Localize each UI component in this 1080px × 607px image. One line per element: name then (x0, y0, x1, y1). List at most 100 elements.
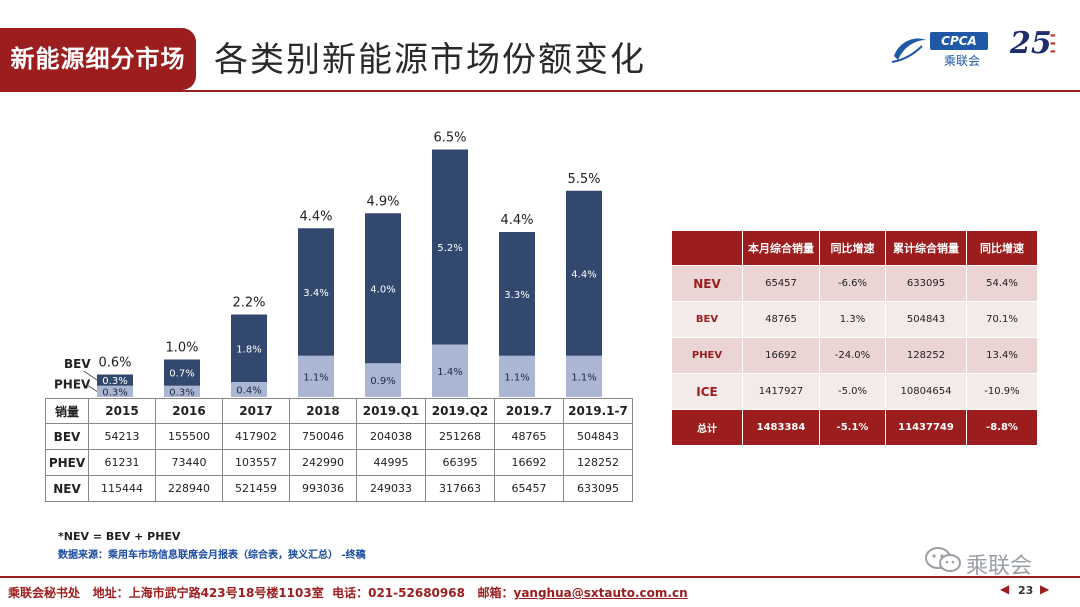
table-cell: 504843 (563, 423, 633, 450)
table-row: PHEV 61231 73440 103557 242990 44995 66395 1669… (45, 449, 633, 476)
table-cell: 103557 (222, 449, 290, 476)
summary-header-1: 本月综合销量 (742, 230, 820, 266)
summary-cell: 11437749 (885, 409, 967, 446)
bar-bev-5 (432, 149, 468, 345)
table-cell: 204038 (356, 423, 426, 450)
table-cell: 115444 (88, 475, 156, 502)
row-label: PHEV (45, 449, 89, 476)
table-cell: 128252 (563, 449, 633, 476)
table-cell: 16692 (494, 449, 564, 476)
table-corner-label: 销量 (45, 398, 89, 424)
anniversary-logo: 25 ▬ ▬ ▬ (1010, 26, 1076, 70)
summary-header-row: 本月综合销量 同比增速 累计综合销量 同比增速 (671, 230, 1038, 266)
footer-mail-link[interactable]: yanghua@sxtauto.com.cn (513, 586, 688, 600)
summary-row-label: NEV (671, 265, 743, 302)
summary-row: NEV 65457 -6.6% 633095 54.4% (671, 265, 1038, 302)
summary-cell: 128252 (885, 337, 967, 374)
label-bev-4: 4.0% (370, 284, 395, 295)
label-total-1: 1.0% (165, 341, 198, 356)
label-bev-3: 3.4% (303, 288, 328, 299)
summary-cell: 1417927 (742, 373, 820, 410)
watermark-text: 乘联会 (966, 554, 1033, 579)
cpca-swoosh-icon (891, 38, 926, 63)
summary-cell: -24.0% (819, 337, 886, 374)
label-bev-7: 4.4% (571, 269, 596, 280)
table-cell: 750046 (289, 423, 357, 450)
footer-tel: 021-52680968 (368, 586, 465, 600)
table-header-5: 2019.Q2 (425, 398, 495, 424)
label-phev-0: 0.3% (102, 387, 127, 398)
summary-header-3: 累计综合销量 (885, 230, 967, 266)
label-total-0: 0.6% (98, 356, 131, 371)
sales-data-table: 销量 2015 2016 2017 2018 2019.Q1 2019.Q2 2019.7 2… (45, 398, 633, 502)
summary-table: 本月综合销量 同比增速 累计综合销量 同比增速 NEV 65457 -6.6% 633095… (671, 230, 1038, 446)
table-cell: 155500 (155, 423, 223, 450)
stacked-bar-chart: 0.3%0.3%0.6%0.3%0.7%1.0%0.4%1.8%2.2%1.1%… (54, 131, 602, 398)
summary-cell: -6.6% (819, 265, 886, 302)
table-cell: 228940 (155, 475, 223, 502)
prev-page-icon[interactable]: ◀ (1000, 582, 1010, 596)
footer-addr-label: 地址： (92, 586, 129, 600)
summary-row: 总计 1483384 -5.1% 11437749 -8.8% (671, 409, 1038, 446)
next-page-icon[interactable]: ▶ (1040, 582, 1050, 596)
bar-phev-1 (164, 385, 200, 397)
summary-header-4: 同比增速 (966, 230, 1038, 266)
summary-cell: 504843 (885, 301, 967, 338)
summary-cell: 1.3% (819, 301, 886, 338)
label-total-5: 6.5% (433, 131, 466, 146)
bar-bev-3 (298, 228, 334, 356)
label-phev-2: 0.4% (236, 386, 261, 397)
table-header-4: 2019.Q1 (356, 398, 426, 424)
data-source: 数据来源：乘用车市场信息联席会月报表（综合表，狭义汇总） -终稿 (58, 550, 366, 561)
header-divider (0, 90, 1080, 92)
summary-row-label: 总计 (671, 409, 743, 446)
label-phev-1: 0.3% (169, 387, 194, 398)
summary-row: ICE 1417927 -5.0% 10804654 -10.9% (671, 373, 1038, 410)
table-row: BEV 54213 155500 417902 750046 204038 251268 48… (45, 423, 633, 450)
summary-cell: 16692 (742, 337, 820, 374)
label-bev-0: 0.3% (102, 376, 127, 387)
footer-tel-label: 电话： (332, 586, 369, 600)
label-bev-2: 1.8% (236, 344, 261, 355)
bar-bev-6 (499, 232, 535, 356)
table-cell: 521459 (222, 475, 290, 502)
table-header-0: 2015 (88, 398, 156, 424)
bar-phev-2 (231, 382, 267, 397)
footer-mail-label: 邮箱： (477, 586, 514, 600)
label-phev-6: 1.1% (504, 372, 529, 383)
summary-row: PHEV 16692 -24.0% 128252 13.4% (671, 337, 1038, 374)
legend-bev: BEV (64, 357, 91, 371)
summary-cell: 13.4% (966, 337, 1038, 374)
anniversary-mark: ▬ ▬ ▬ (1050, 32, 1056, 55)
label-total-2: 2.2% (232, 296, 265, 311)
label-bev-5: 5.2% (437, 243, 462, 254)
bar-phev-4 (365, 363, 401, 397)
table-header-2: 2017 (222, 398, 290, 424)
wechat-icon (925, 547, 961, 572)
bar-bev-4 (365, 213, 401, 364)
summary-header-2: 同比增速 (819, 230, 886, 266)
section-tag: 新能源细分市场 (0, 28, 196, 90)
footer-addr: 上海市武宁路423号18号楼1103室 (128, 586, 324, 600)
table-cell: 417902 (222, 423, 290, 450)
table-cell: 242990 (289, 449, 357, 476)
bar-phev-0 (97, 385, 133, 397)
table-cell: 48765 (494, 423, 564, 450)
cpca-logo-text: CPCA (930, 32, 988, 50)
summary-row-label: BEV (671, 301, 743, 338)
summary-cell: 70.1% (966, 301, 1038, 338)
summary-header-0 (671, 230, 743, 266)
legend-phev-leader (85, 383, 98, 392)
summary-row-label: ICE (671, 373, 743, 410)
bar-phev-6 (499, 355, 535, 397)
table-cell: 44995 (356, 449, 426, 476)
row-label: BEV (45, 423, 89, 450)
table-header-3: 2018 (289, 398, 357, 424)
summary-cell: -10.9% (966, 373, 1038, 410)
summary-cell: 1483384 (742, 409, 820, 446)
table-cell: 251268 (425, 423, 495, 450)
summary-cell: 54.4% (966, 265, 1038, 302)
legend-bev-leader (83, 370, 98, 381)
label-total-4: 4.9% (366, 194, 399, 209)
anniversary-number: 25 (1010, 26, 1052, 61)
